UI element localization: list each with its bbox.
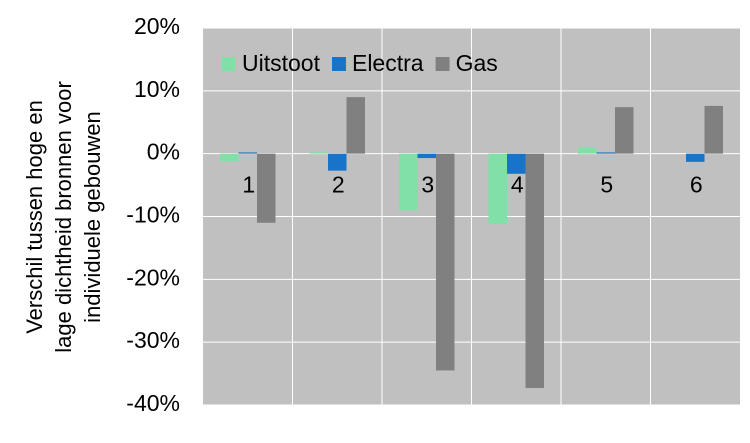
- y-tick-label: 0%: [147, 139, 180, 165]
- legend-swatch: [222, 57, 236, 71]
- bar: [436, 153, 455, 371]
- bar: [220, 153, 239, 162]
- bar: [417, 153, 436, 159]
- bar: [525, 153, 544, 389]
- legend-swatch: [435, 57, 450, 71]
- legend-label: Electra: [352, 50, 424, 76]
- bar: [704, 105, 723, 154]
- y-tick-label: -20%: [126, 264, 180, 290]
- x-tick-label: 6: [690, 172, 703, 198]
- x-tick-label: 1: [242, 172, 255, 198]
- x-tick-label: 5: [600, 172, 613, 198]
- y-tick-label: 20%: [134, 13, 180, 39]
- x-tick-label: 2: [332, 172, 345, 198]
- y-tick-label: -10%: [126, 202, 180, 228]
- legend-label: Uitstoot: [242, 50, 321, 76]
- legend-label: Gas: [456, 50, 498, 76]
- bar: [346, 97, 365, 154]
- x-tick-label: 3: [421, 172, 434, 198]
- bar: [686, 153, 705, 162]
- bar: [328, 153, 347, 171]
- bar: [578, 147, 597, 154]
- y-axis-label: lage dichtheid bronnen voor: [51, 81, 76, 353]
- bar: [309, 152, 328, 154]
- y-tick-label: 10%: [134, 76, 180, 102]
- bar: [238, 152, 257, 154]
- bar: [615, 107, 634, 154]
- bar: [399, 153, 418, 211]
- bar: [257, 153, 276, 223]
- bar: [488, 153, 507, 225]
- y-axis-label: individuele gebouwen: [80, 111, 105, 323]
- y-tick-label: -40%: [126, 390, 180, 416]
- bar: [596, 152, 615, 154]
- bar: [507, 153, 526, 174]
- x-tick-label: 4: [511, 172, 524, 198]
- y-tick-label: -30%: [126, 327, 180, 353]
- legend-swatch: [331, 57, 346, 71]
- y-axis-label: Verschil tussen hoge en: [22, 100, 47, 334]
